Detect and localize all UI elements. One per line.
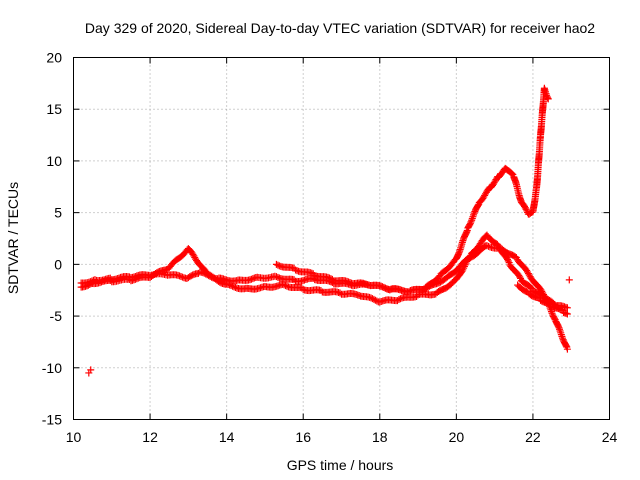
data-point [378, 283, 386, 291]
outlier-point [87, 366, 95, 374]
data-point [563, 310, 571, 318]
data-point [548, 309, 556, 317]
x-tick-labels: 10 12 14 16 18 20 22 24 [66, 429, 618, 445]
x-tick-label: 14 [219, 429, 235, 445]
data-point [280, 281, 288, 289]
data-point [272, 273, 280, 281]
data-point [325, 274, 333, 282]
data-point [274, 261, 282, 269]
series-track-c [272, 242, 571, 353]
data-point [547, 308, 555, 316]
data-point [522, 205, 530, 213]
plot-frame [73, 57, 610, 420]
x-tick-label: 18 [372, 429, 388, 445]
data-point [470, 209, 478, 217]
data-point [554, 322, 562, 330]
x-tick-label: 20 [449, 429, 465, 445]
x-tick-label: 24 [602, 429, 618, 445]
data-point [272, 260, 280, 268]
data-point [555, 324, 563, 332]
x-axis-label: GPS time / hours [287, 457, 394, 473]
y-tick-label: -10 [42, 360, 62, 376]
y-tick-label: 15 [46, 101, 62, 117]
chart-title: Day 329 of 2020, Sidereal Day-to-day VTE… [85, 20, 595, 36]
x-tick-label: 22 [525, 429, 541, 445]
data-point [355, 292, 363, 300]
data-point [490, 179, 498, 187]
x-tick-label: 12 [142, 429, 158, 445]
data-point [491, 177, 499, 185]
data-point [504, 257, 512, 265]
data-point [562, 309, 570, 317]
data-point [563, 304, 571, 312]
data-point [521, 204, 529, 212]
data-point [559, 334, 567, 342]
data-point [467, 218, 475, 226]
data-point [328, 275, 336, 283]
data-point [229, 282, 237, 290]
y-axis-label: SDTVAR / TECUs [5, 182, 21, 294]
data-point [381, 284, 389, 292]
data-point [177, 273, 185, 281]
data-point [106, 277, 114, 285]
y-tick-labels: -15 -10 -5 0 5 10 15 20 [42, 50, 62, 428]
data-point [230, 283, 238, 291]
data-points [77, 84, 573, 377]
data-point [131, 275, 139, 283]
data-point [336, 289, 344, 297]
data-point [458, 267, 466, 275]
x-tick-label: 16 [295, 429, 311, 445]
data-point [367, 294, 375, 302]
data-point [558, 332, 566, 340]
y-tick-label: 20 [46, 50, 62, 66]
data-point [249, 275, 257, 283]
data-point [485, 242, 493, 250]
series-track-d [514, 281, 571, 318]
data-point [563, 345, 571, 353]
y-tick-label: 10 [46, 153, 62, 169]
data-point [346, 279, 354, 287]
grid-lines [73, 57, 610, 420]
data-point [395, 295, 403, 303]
y-tick-label: 0 [54, 256, 62, 272]
y-tick-label: -15 [42, 412, 62, 428]
data-point [91, 276, 99, 284]
data-point [370, 295, 378, 303]
data-point [227, 282, 235, 290]
data-point [556, 325, 564, 333]
series-track-b [77, 231, 571, 312]
data-point [503, 255, 511, 263]
data-point [345, 278, 353, 286]
data-point [544, 95, 552, 103]
data-point [380, 284, 388, 292]
data-point [483, 242, 491, 250]
y-tick-label: -5 [50, 308, 63, 324]
x-tick-label: 10 [66, 429, 82, 445]
data-point [292, 266, 300, 274]
outlier-point [565, 276, 573, 284]
data-point [386, 286, 394, 294]
data-point [562, 342, 570, 350]
data-point [371, 296, 379, 304]
data-point [282, 282, 290, 290]
data-point [516, 273, 524, 281]
data-point [274, 273, 282, 281]
data-point [368, 295, 376, 303]
data-point [466, 219, 474, 227]
data-point [290, 276, 298, 284]
y-tick-label: 5 [54, 205, 62, 221]
data-point [527, 283, 535, 291]
